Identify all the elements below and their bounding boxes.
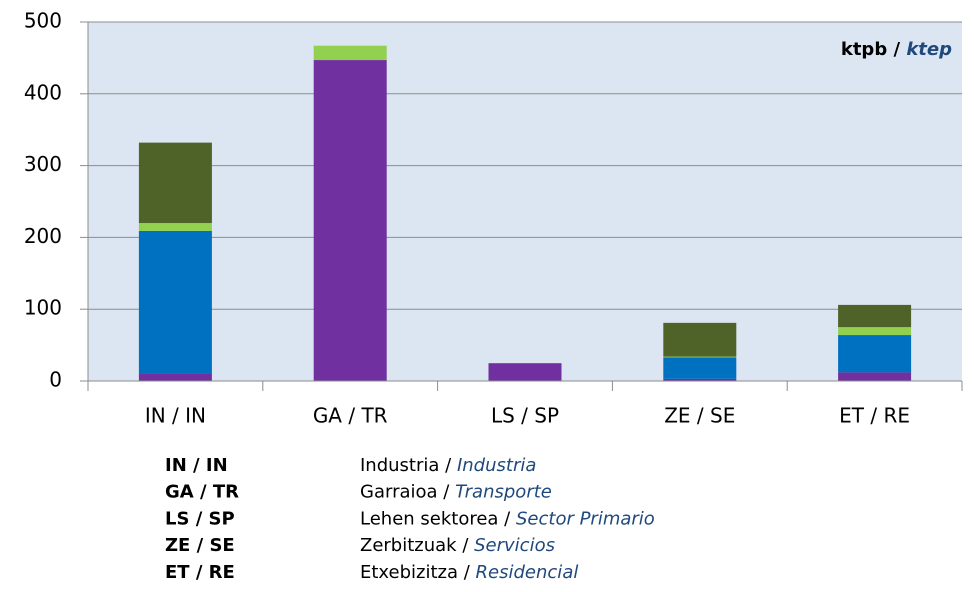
bar-segment <box>138 373 212 381</box>
bar-segment <box>313 45 387 61</box>
key-code: ZE / SE <box>165 535 235 556</box>
key-spanish: Servicios <box>474 535 555 556</box>
key-code: GA / TR <box>165 482 239 503</box>
unit-label: ktpb / ktep <box>841 39 952 60</box>
key-basque: Etxebizitza / <box>360 562 471 583</box>
bar-segment <box>313 60 387 381</box>
y-tick-label: 0 <box>49 368 62 392</box>
bar-segment <box>838 335 912 373</box>
key-spanish: Sector Primario <box>516 508 655 529</box>
bar-segment <box>488 363 562 381</box>
bar-segment <box>838 372 912 381</box>
y-tick-label: 400 <box>24 80 62 104</box>
x-tick-label: IN / IN <box>145 404 206 428</box>
bar-segment <box>663 356 737 358</box>
unit-italic: ktep <box>906 39 952 60</box>
bar-segment <box>838 304 912 328</box>
bar-segment <box>138 223 212 231</box>
key-spanish: Residencial <box>476 562 579 583</box>
key-description: Etxebizitza / Residencial <box>360 562 578 583</box>
key-basque: Zerbitzuak / <box>360 535 469 556</box>
key-description: Industria / Industria <box>360 455 536 476</box>
key-description: Lehen sektorea / Sector Primario <box>360 508 655 529</box>
y-tick-label: 300 <box>24 152 62 176</box>
plot-area <box>88 22 962 381</box>
x-tick-label: ZE / SE <box>664 404 735 428</box>
key-description: Garraioa / Transporte <box>360 482 552 503</box>
key-code: ET / RE <box>165 562 235 583</box>
key-basque: Garraioa / <box>360 482 450 503</box>
x-tick-label: LS / SP <box>491 404 559 428</box>
x-tick-label: ET / RE <box>839 404 910 428</box>
key-basque: Industria / <box>360 455 452 476</box>
y-tick-label: 100 <box>24 296 62 320</box>
bar-segment <box>138 142 212 224</box>
y-tick-label: 200 <box>24 224 62 248</box>
bar-segment <box>663 378 737 381</box>
key-basque: Lehen sektorea / <box>360 508 511 529</box>
key-description: Zerbitzuak / Servicios <box>360 535 555 556</box>
key-spanish: Transporte <box>455 482 552 503</box>
bar-segment <box>138 230 212 374</box>
key-code: LS / SP <box>165 508 235 529</box>
y-tick-label: 500 <box>24 9 62 33</box>
bar-segment <box>488 363 562 364</box>
bar-segment <box>838 327 912 336</box>
bar-segment <box>663 357 737 379</box>
x-tick-label: GA / TR <box>313 404 388 428</box>
key-code: IN / IN <box>165 455 228 476</box>
bar-segment <box>663 322 737 357</box>
key-spanish: Industria <box>457 455 536 476</box>
unit-bold: ktpb / <box>841 39 901 60</box>
